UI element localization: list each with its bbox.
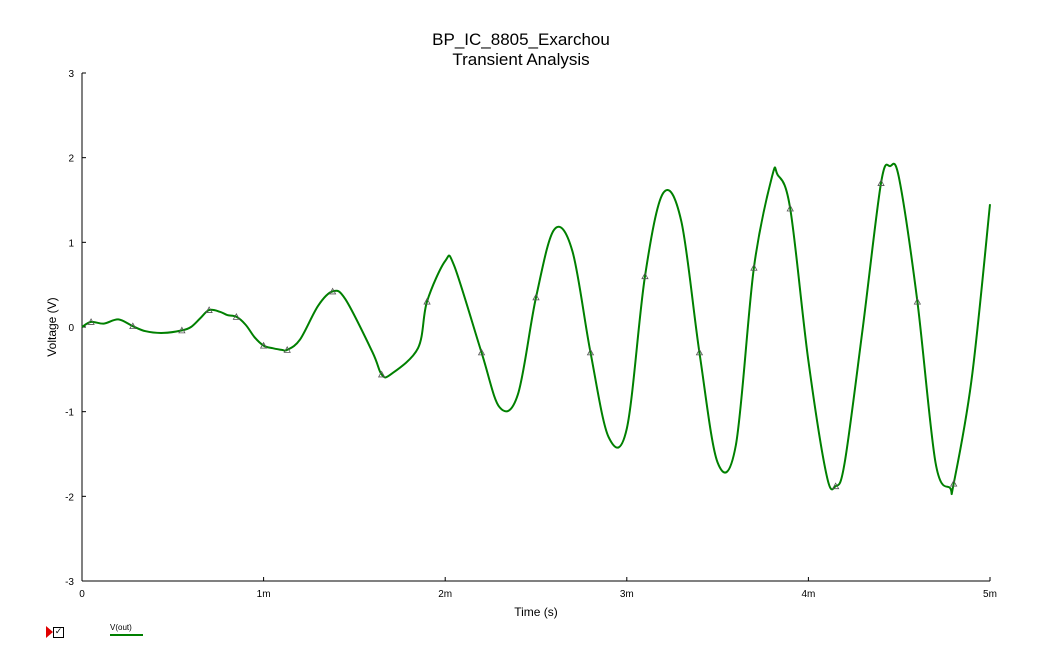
data-point-marker [750, 263, 758, 271]
data-point-marker [178, 326, 186, 334]
y-tick-label: -2 [65, 492, 74, 503]
data-point-marker [695, 348, 704, 356]
data-point-marker [283, 346, 291, 353]
data-point-marker [87, 318, 95, 325]
x-tick-label: 0 [79, 589, 85, 600]
legend-checkbox[interactable]: ✓ [53, 627, 64, 638]
data-point-marker [532, 293, 540, 301]
legend-entry-label: V(out) [110, 623, 132, 632]
y-tick-label: 0 [68, 323, 74, 334]
data-point-marker [950, 479, 958, 487]
x-axis-label: Time (s) [514, 605, 558, 619]
data-point-marker [129, 322, 137, 330]
legend-line-swatch [110, 634, 143, 636]
legend-marker-icon [46, 626, 53, 638]
data-point-marker [913, 297, 922, 305]
y-axis-label: Voltage (V) [45, 297, 59, 356]
data-point-marker [328, 287, 337, 295]
y-tick-label: 3 [68, 69, 74, 80]
chart-subtitle: Transient Analysis [452, 50, 590, 69]
data-point-marker [205, 306, 213, 313]
series-line-vout [81, 162, 991, 495]
data-point-marker [477, 348, 486, 356]
chart-title: BP_IC_8805_Exarchou [432, 30, 610, 49]
data-point-marker [641, 272, 649, 280]
x-tick-label: 4m [801, 589, 815, 600]
y-tick-label: 2 [68, 154, 74, 165]
data-point-marker [831, 482, 840, 490]
data-point-marker [586, 348, 595, 356]
data-point-marker [259, 341, 268, 349]
data-point-marker [877, 179, 885, 186]
data-point-marker [423, 297, 431, 305]
x-tick-label: 1m [257, 589, 271, 600]
x-tick-label: 2m [438, 589, 452, 600]
data-point-marker [786, 204, 794, 212]
y-tick-label: -1 [65, 408, 74, 419]
data-point-marker [232, 313, 241, 320]
x-tick-label: 5m [983, 589, 997, 600]
x-tick-label: 3m [620, 589, 634, 600]
y-tick-label: 1 [68, 238, 74, 249]
data-point-marker [377, 370, 386, 378]
y-tick-label: -3 [65, 577, 74, 588]
